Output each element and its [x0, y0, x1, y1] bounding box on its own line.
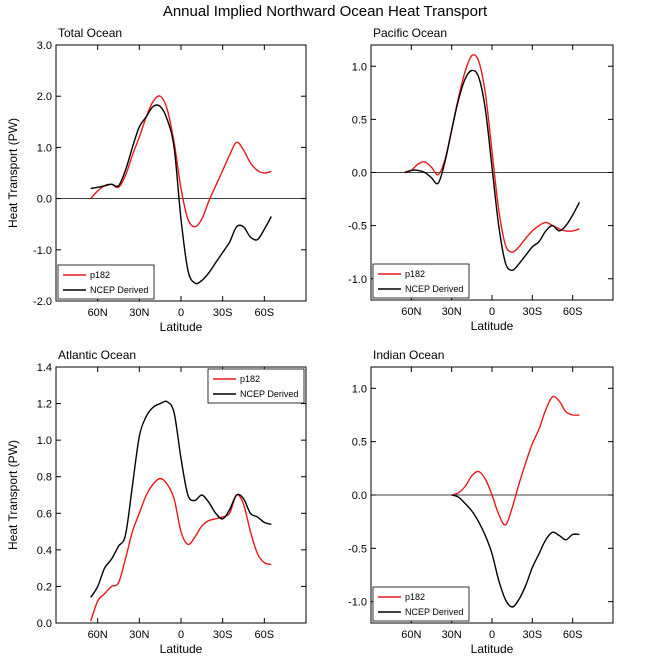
total-ocean-xtick-label: 60S [255, 307, 275, 319]
pacific-ocean-legend: p182 NCEP Derived [372, 263, 470, 299]
atlantic-ocean-xtick-label: 30S [213, 629, 233, 641]
atlantic-ocean-ytick-label: 0.0 [37, 618, 52, 630]
atlantic-ocean-ytick-label: 1.0 [37, 435, 52, 447]
total-ocean-xlabel: Latitude [160, 320, 203, 334]
atlantic-ocean-ylabel: Heat Transport (PW) [6, 440, 20, 550]
indian-ocean-legend: p182 NCEP Derived [372, 586, 470, 622]
total-ocean-title: Total Ocean [58, 26, 122, 40]
atlantic-ocean-ytick-label: 0.6 [37, 508, 52, 520]
atlantic-ocean-ytick-label: 1.2 [37, 399, 52, 411]
atlantic-ocean-chart: Atlantic Ocean 60N 30N 0 30S 60S 0.0 0.2 0.4 0.6 0… [6, 348, 307, 656]
total-ocean-ylabel: Heat Transport (PW) [6, 118, 20, 228]
indian-ocean-title: Indian Ocean [373, 348, 444, 362]
total-ocean-xtick-label: 60N [88, 307, 108, 319]
figure-title: Annual Implied Northward Ocean Heat Tran… [163, 3, 488, 20]
atlantic-ocean-frame [55, 366, 307, 624]
total-ocean-series-ncep-derived [90, 104, 272, 285]
pacific-ocean-xtick-label: 30N [442, 306, 462, 318]
indian-ocean-series-ncep-derived [451, 494, 580, 608]
indian-ocean-series-p182 [451, 395, 580, 526]
pacific-ocean-xtick-label: 60N [401, 306, 421, 318]
pacific-ocean-legend-label-p182: p182 [405, 269, 425, 279]
pacific-ocean-ytick-label: 1.0 [352, 61, 367, 73]
total-ocean-ytick-label: 2.0 [37, 91, 52, 103]
indian-ocean-ytick-label: 0.5 [352, 437, 367, 449]
atlantic-ocean-xtick-label: 60S [255, 629, 275, 641]
indian-ocean-xtick-label: 60S [563, 629, 583, 641]
total-ocean-legend-label-ncep-derived: NCEP Derived [90, 285, 148, 295]
indian-ocean-ytick-label: -0.5 [348, 543, 367, 555]
total-ocean-xtick-label: 0 [178, 307, 184, 319]
pacific-ocean-ytick-label: -0.5 [348, 221, 367, 233]
atlantic-ocean-ytick-label: 0.8 [37, 472, 52, 484]
indian-ocean-chart: Indian Ocean 60N 30N 0 30S 60S -1.0 -0.5 0.0 0.5 1… [348, 348, 614, 656]
indian-ocean-xtick-label: 60N [401, 629, 421, 641]
atlantic-ocean-xtick-label: 60N [88, 629, 108, 641]
indian-ocean-xtick-label: 30S [523, 629, 543, 641]
pacific-ocean-xtick-label: 0 [489, 306, 495, 318]
total-ocean-ytick-label: -2.0 [33, 296, 52, 308]
atlantic-ocean-xlabel: Latitude [160, 642, 203, 656]
pacific-ocean-title: Pacific Ocean [373, 26, 447, 40]
pacific-ocean-ytick-label: -1.0 [348, 274, 367, 286]
pacific-ocean-series-ncep-derived [404, 69, 581, 271]
pacific-ocean-xtick-label: 30S [523, 306, 543, 318]
total-ocean-ytick-label: 1.0 [37, 142, 52, 154]
total-ocean-ytick-label: 3.0 [37, 40, 52, 52]
total-ocean-legend: p182 NCEP Derived [57, 264, 155, 300]
atlantic-ocean-legend-label-p182: p182 [240, 374, 260, 384]
indian-ocean-xtick-label: 0 [489, 629, 495, 641]
indian-ocean-xlabel: Latitude [471, 642, 514, 656]
pacific-ocean-ytick-label: 0.0 [352, 168, 367, 180]
total-ocean-ytick-label: 0.0 [37, 194, 52, 206]
pacific-ocean-legend-label-ncep-derived: NCEP Derived [405, 284, 463, 294]
indian-ocean-legend-box [372, 586, 470, 622]
total-ocean-xtick-label: 30N [129, 307, 149, 319]
indian-ocean-legend-label-p182: p182 [405, 592, 425, 602]
pacific-ocean-xtick-label: 60S [563, 306, 583, 318]
total-ocean-legend-box [57, 264, 155, 300]
pacific-ocean-ytick-label: 0.5 [352, 114, 367, 126]
pacific-ocean-chart: Pacific Ocean 60N 30N 0 30S 60S -1.0 -0.5 0.0 0.5… [348, 26, 614, 333]
total-ocean-ytick-label: -1.0 [33, 245, 52, 257]
indian-ocean-ytick-label: -1.0 [348, 597, 367, 609]
pacific-ocean-legend-box [372, 263, 470, 299]
atlantic-ocean-legend: p182 NCEP Derived [207, 368, 305, 404]
atlantic-ocean-series-ncep-derived [90, 400, 272, 598]
total-ocean-xtick-label: 30S [213, 307, 233, 319]
atlantic-ocean-ytick-label: 0.2 [37, 581, 52, 593]
pacific-ocean-series-p182 [404, 54, 580, 253]
atlantic-ocean-ytick-label: 1.4 [37, 362, 52, 374]
atlantic-ocean-xtick-label: 0 [178, 629, 184, 641]
total-ocean-chart: Total Ocean 60N 30N 0 30S 60S -2.0 -1.0 0.0 1.0 2.… [6, 26, 307, 334]
pacific-ocean-xlabel: Latitude [471, 319, 514, 333]
atlantic-ocean-legend-label-ncep-derived: NCEP Derived [240, 389, 298, 399]
atlantic-ocean-title: Atlantic Ocean [58, 348, 136, 362]
indian-ocean-ytick-label: 0.0 [352, 490, 367, 502]
atlantic-ocean-series-p182 [90, 477, 272, 622]
atlantic-ocean-legend-box [207, 368, 305, 404]
indian-ocean-xtick-label: 30N [442, 629, 462, 641]
indian-ocean-ytick-label: 1.0 [352, 383, 367, 395]
total-ocean-series-p182 [90, 95, 272, 228]
total-ocean-legend-label-p182: p182 [90, 270, 110, 280]
atlantic-ocean-ytick-label: 0.4 [37, 545, 52, 557]
indian-ocean-legend-label-ncep-derived: NCEP Derived [405, 607, 463, 617]
atlantic-ocean-xtick-label: 30N [129, 629, 149, 641]
